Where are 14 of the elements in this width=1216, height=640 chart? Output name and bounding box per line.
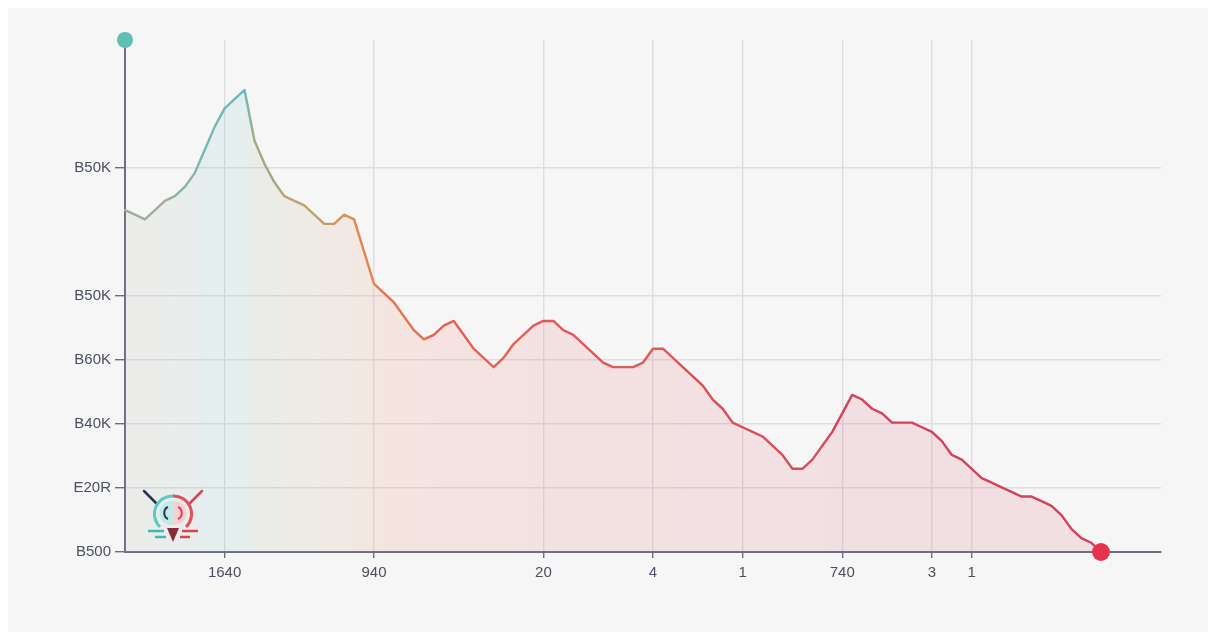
category-label: B50K <box>74 158 111 176</box>
category-label: B500 <box>75 542 111 560</box>
x-tick-label: 940 <box>361 563 387 581</box>
category-label: E20R <box>73 478 111 496</box>
x-tick-label: 740 <box>829 563 855 581</box>
x-tick-label: 4 <box>648 563 658 581</box>
x-tick-label: 3 <box>927 563 937 581</box>
category-label: B40K <box>74 414 111 432</box>
x-tick-label: 20 <box>535 563 552 581</box>
category-label: B50K <box>74 286 111 304</box>
category-label: B60K <box>74 350 111 368</box>
x-tick-label: 1 <box>738 563 747 581</box>
x-tick-label: 1640 <box>207 563 242 581</box>
x-tick-label: 1 <box>967 563 976 581</box>
